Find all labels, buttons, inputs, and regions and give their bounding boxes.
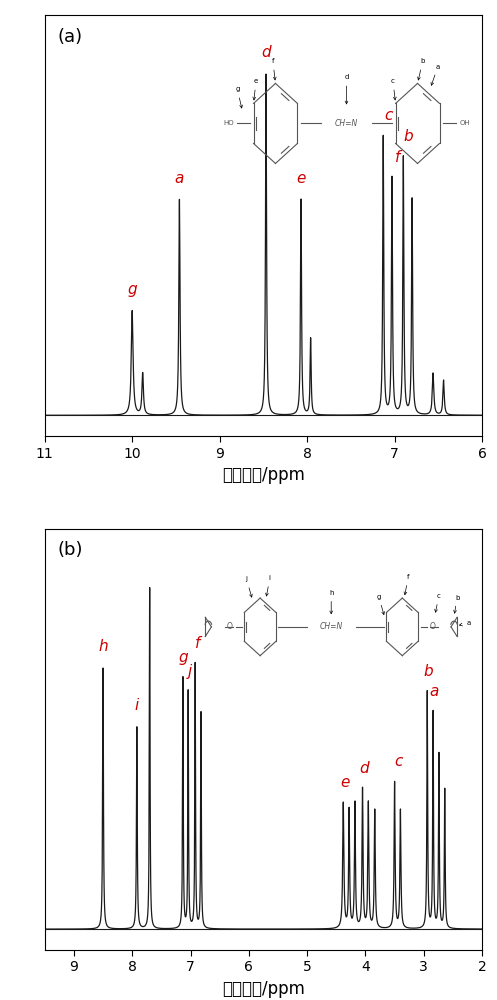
Text: f: f bbox=[395, 150, 400, 165]
X-axis label: 化学位移/ppm: 化学位移/ppm bbox=[222, 980, 305, 998]
Text: g: g bbox=[179, 650, 188, 665]
Text: e: e bbox=[296, 171, 306, 186]
X-axis label: 化学位移/ppm: 化学位移/ppm bbox=[222, 466, 305, 484]
Text: (b): (b) bbox=[58, 541, 83, 559]
Text: a: a bbox=[429, 684, 439, 699]
Text: j: j bbox=[187, 664, 191, 679]
Text: e: e bbox=[340, 775, 350, 790]
Text: a: a bbox=[175, 171, 184, 186]
Text: b: b bbox=[423, 664, 433, 679]
Text: c: c bbox=[394, 754, 402, 769]
Text: d: d bbox=[261, 45, 271, 60]
Text: h: h bbox=[98, 639, 108, 654]
Text: f: f bbox=[195, 636, 200, 651]
Text: b: b bbox=[404, 129, 414, 144]
Text: (a): (a) bbox=[58, 28, 83, 46]
Text: d: d bbox=[359, 761, 369, 776]
Text: i: i bbox=[135, 698, 139, 713]
Text: c: c bbox=[384, 108, 393, 123]
Text: g: g bbox=[127, 282, 137, 297]
